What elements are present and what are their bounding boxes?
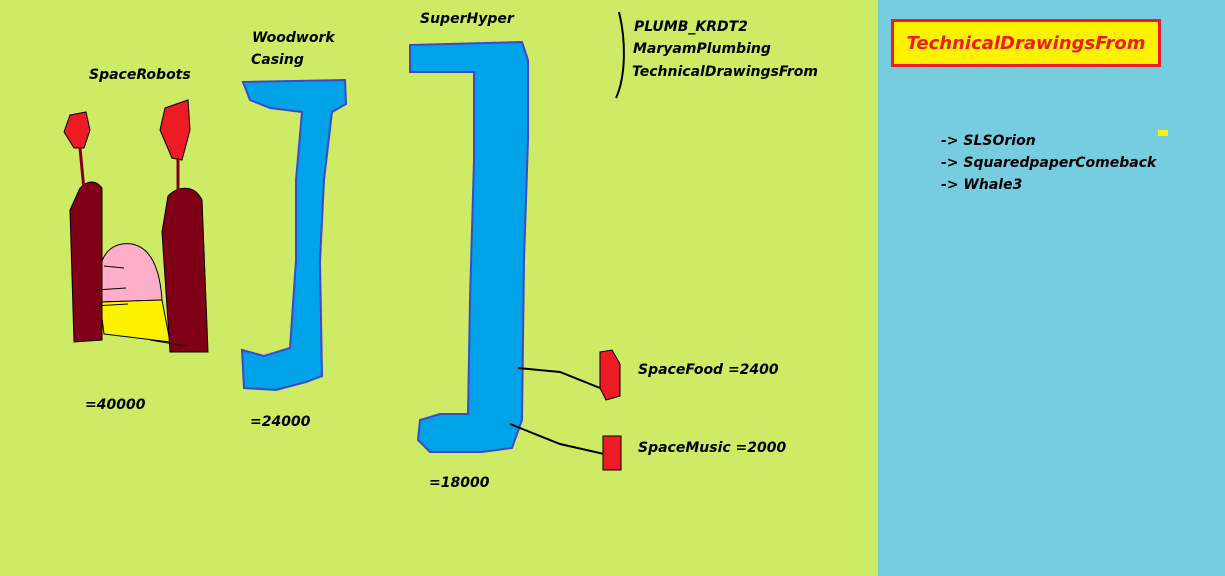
sidebar-links: -> SLSOrion -> SquaredpaperComeback -> W… xyxy=(941,130,1156,196)
sidebar-panel xyxy=(878,0,1225,576)
note-line-2: MaryamPlumbing xyxy=(633,41,771,57)
sidebar-title-box: TechnicalDrawingsFrom xyxy=(891,19,1161,67)
robot-pink-body xyxy=(99,243,163,303)
yellow-marker xyxy=(1158,130,1168,136)
super-hyper-price: =18000 xyxy=(429,475,490,491)
woodwork-casing-drawing xyxy=(240,78,348,392)
robot-left-antenna xyxy=(63,111,91,149)
robot-right-tower xyxy=(161,187,209,353)
space-robots-drawing xyxy=(63,99,209,353)
space-robots-price: =40000 xyxy=(85,397,146,413)
space-food-item xyxy=(599,349,621,401)
robot-left-tower xyxy=(69,181,103,343)
note-line-3: TechnicalDrawingsFrom xyxy=(632,64,818,80)
drawing-art xyxy=(63,11,625,471)
note-line-1: PLUMB_KRDT2 xyxy=(634,19,748,35)
space-robots-label: SpaceRobots xyxy=(89,67,191,83)
space-music-label: SpaceMusic =2000 xyxy=(638,440,787,456)
link-slsorion[interactable]: -> SLSOrion xyxy=(941,133,1036,149)
link-whale3[interactable]: -> Whale3 xyxy=(941,177,1023,193)
link-squaredpaper-comeback[interactable]: -> SquaredpaperComeback xyxy=(941,155,1157,171)
space-food-label: SpaceFood =2400 xyxy=(638,362,779,378)
super-hyper-drawing xyxy=(409,40,529,453)
super-hyper-label: SuperHyper xyxy=(420,11,514,27)
robot-right-antenna xyxy=(159,99,191,161)
sidebar-title: TechnicalDrawingsFrom xyxy=(906,32,1146,54)
woodwork-label-line2: Casing xyxy=(251,52,304,68)
woodwork-label-line1: Woodwork xyxy=(252,30,335,46)
robot-yellow-base xyxy=(99,299,171,343)
woodwork-price: =24000 xyxy=(250,414,311,430)
space-music-item xyxy=(602,435,622,471)
